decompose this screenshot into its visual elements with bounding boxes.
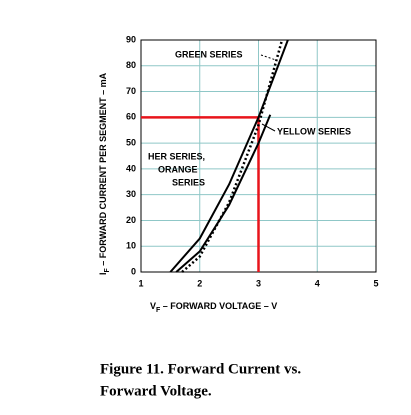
y-tick-label: 60 xyxy=(126,112,136,122)
annotation: SERIES xyxy=(172,177,205,187)
x-tick-label: 5 xyxy=(373,278,378,288)
y-tick-label: 80 xyxy=(126,60,136,70)
y-tick-label: 50 xyxy=(126,137,136,147)
y-tick-label: 30 xyxy=(126,189,136,199)
y-tick-label: 20 xyxy=(126,215,136,225)
x-tick-label: 1 xyxy=(138,278,143,288)
spacer xyxy=(232,46,234,48)
annotation: GREEN SERIES xyxy=(175,49,243,59)
leader xyxy=(261,123,276,132)
y-tick-label: 0 xyxy=(131,266,136,276)
x-tick-label: 2 xyxy=(197,278,202,288)
x-tick-label: 3 xyxy=(256,278,261,288)
annotation: ORANGE xyxy=(158,164,198,174)
y-tick-label: 70 xyxy=(126,86,136,96)
annotation: YELLOW SERIES xyxy=(277,126,351,136)
caption: Figure 11. Forward Current vs. xyxy=(100,361,301,377)
leader xyxy=(260,54,277,61)
caption: Forward Voltage. xyxy=(100,383,212,399)
y-tick-label: 10 xyxy=(126,241,136,251)
y-tick-label: 40 xyxy=(126,163,136,173)
annotation: HER SERIES, xyxy=(148,151,205,161)
y-tick-label: 90 xyxy=(126,34,136,44)
x-axis-label: VF – FORWARD VOLTAGE – V xyxy=(150,301,277,313)
x-tick-label: 4 xyxy=(315,278,320,288)
y-axis-label: IF – FORWARD CURRENT PER SEGMENT – mA xyxy=(98,72,110,275)
